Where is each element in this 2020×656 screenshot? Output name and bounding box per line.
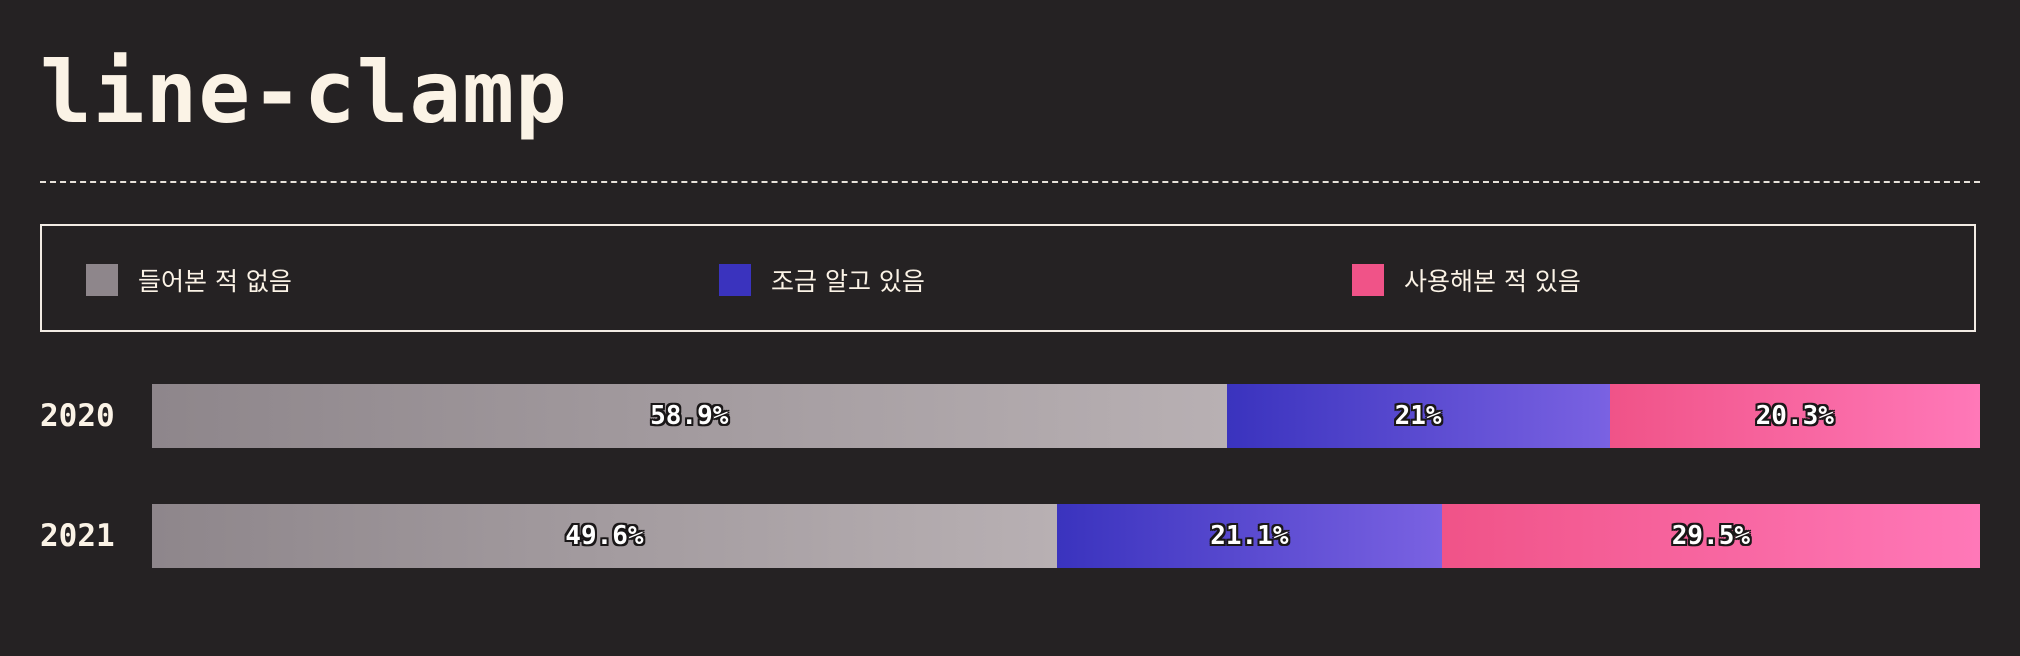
bar-value-label-know-a-little-2020: 21% [1394,401,1442,431]
legend-item-used-it: 사용해본 적 있음 [1352,264,1581,296]
bar-value-label-know-a-little-2021: 21.1% [1210,521,1289,551]
bar-value-label-never-heard-2020: 58.9% [650,401,729,431]
bar-segment-never-heard-2021: 49.6% [152,504,1057,568]
bar-row-2020: 2020 58.9% 21% 20.3% [40,384,1980,448]
bar-value-label-used-it-2020: 20.3% [1755,401,1834,431]
bar-value-label-used-it-2021: 29.5% [1671,521,1751,551]
bar-row-2021: 2021 49.6% 21.1% 29.5% [40,504,1980,568]
legend-item-never-heard: 들어본 적 없음 [86,264,292,296]
legend-item-know-a-little: 조금 알고 있음 [719,264,925,296]
legend-swatch-used-it [1352,264,1384,296]
legend-swatch-never-heard [86,264,118,296]
year-label-2021: 2021 [40,518,115,554]
legend-swatch-know-a-little [719,264,751,296]
bar-track-2020: 58.9% 21% 20.3% [152,384,1980,448]
bar-segment-know-a-little-2021: 21.1% [1056,504,1442,568]
legend-label-never-heard: 들어본 적 없음 [138,267,292,296]
bar-segment-never-heard-2020: 58.9% [152,384,1227,448]
year-label-2020: 2020 [40,398,115,434]
dashed-divider [40,181,1980,183]
bar-segment-used-it-2021: 29.5% [1441,504,1980,568]
bar-track-2021: 49.6% 21.1% 29.5% [152,504,1980,568]
chart-title: line-clamp [40,43,568,143]
bar-segment-know-a-little-2020: 21% [1226,384,1610,448]
bar-segment-used-it-2020: 20.3% [1609,384,1980,448]
legend-label-know-a-little: 조금 알고 있음 [771,267,925,296]
legend-label-used-it: 사용해본 적 있음 [1404,267,1581,296]
legend: 들어본 적 없음 조금 알고 있음 사용해본 적 있음 [40,224,1976,332]
bar-value-label-never-heard-2021: 49.6% [565,521,644,551]
